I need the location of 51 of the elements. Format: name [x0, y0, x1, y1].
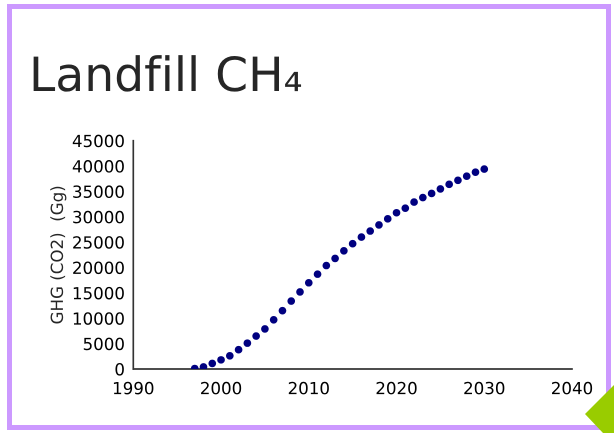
y-tick-label: 35000	[73, 185, 124, 198]
point	[331, 254, 339, 262]
point	[366, 227, 374, 235]
point	[340, 246, 348, 255]
y-tick-label: 15000	[74, 286, 124, 300]
x-tick-label: 2030	[464, 382, 504, 394]
point	[419, 194, 427, 202]
point	[436, 185, 444, 193]
y-tick-label: 20000	[73, 261, 124, 274]
y-tick-label: 25000	[73, 236, 124, 249]
y-axis-title: GHG (CO2) (Gg)	[50, 186, 66, 324]
point	[234, 346, 242, 354]
point	[208, 360, 216, 368]
point	[375, 221, 383, 229]
x-tick-label: 2040	[552, 382, 592, 394]
point	[261, 325, 269, 333]
point	[384, 215, 392, 223]
point	[472, 168, 480, 176]
point	[200, 363, 208, 369]
point	[217, 356, 225, 364]
x-tick-label: 2020	[376, 382, 417, 394]
y-tick-label: 5000	[84, 338, 124, 350]
point	[454, 176, 462, 184]
chart-title: Landfill CH₄	[34, 55, 302, 92]
point	[314, 270, 322, 278]
point	[270, 316, 278, 324]
point	[322, 262, 330, 270]
point	[410, 198, 418, 206]
point	[287, 297, 296, 305]
point	[278, 306, 286, 314]
point	[226, 352, 234, 360]
y-tick-label: 30000	[73, 210, 124, 224]
point	[252, 332, 260, 340]
y-tick-label: 0	[115, 362, 124, 376]
y-tick-label: 10000	[74, 312, 124, 325]
point	[480, 165, 488, 173]
point	[348, 240, 356, 248]
x-tick-label: 1990	[114, 382, 154, 394]
point	[445, 180, 453, 188]
point	[304, 278, 313, 287]
point	[358, 233, 366, 241]
x-tick-label: 2000	[201, 382, 242, 394]
point	[296, 288, 304, 296]
y-tick-label: 40000	[72, 160, 124, 173]
point	[244, 339, 252, 347]
point	[428, 190, 436, 198]
point	[462, 172, 471, 180]
x-tick-label: 2010	[288, 382, 329, 394]
point	[401, 204, 410, 212]
y-tick-label: 45000	[72, 134, 124, 148]
point	[392, 208, 400, 217]
